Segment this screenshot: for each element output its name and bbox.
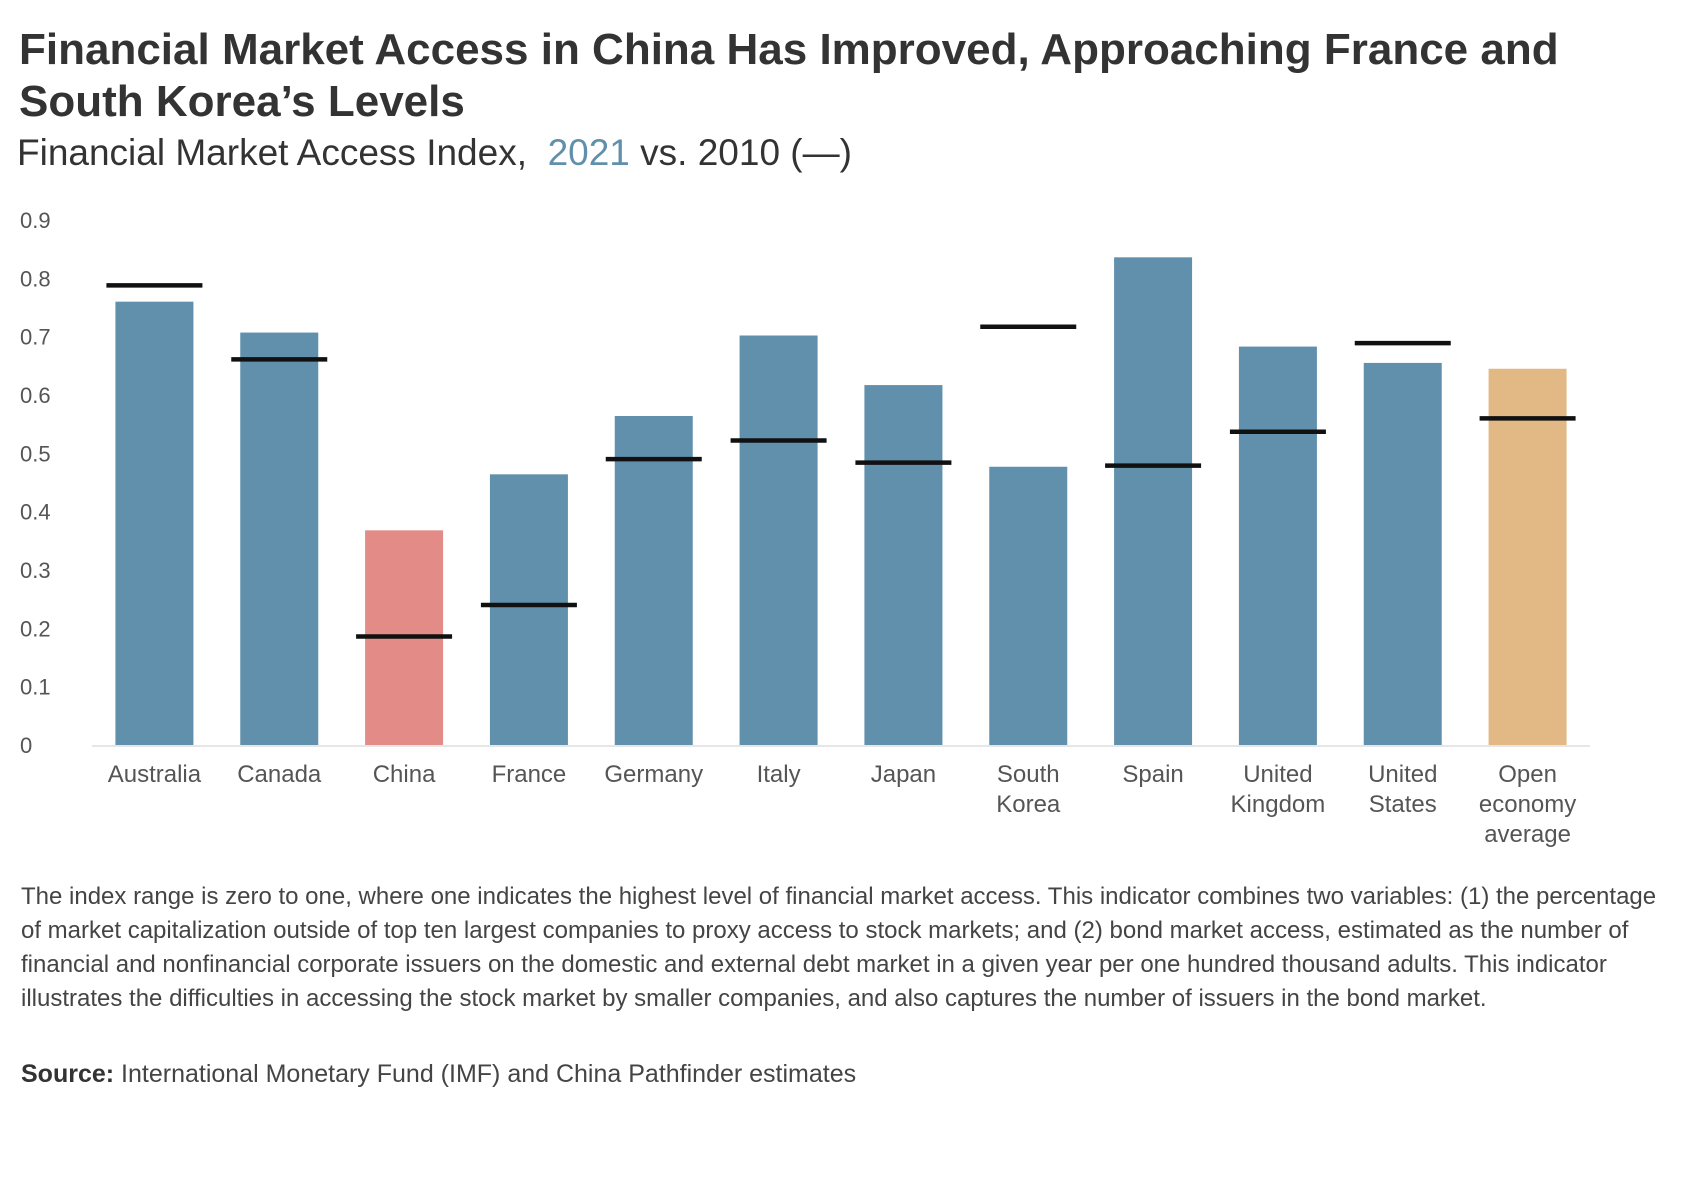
bar-2021-south-korea: [989, 466, 1068, 745]
x-label-japan: Japan: [871, 761, 936, 788]
y-tick-label: 0.1: [20, 675, 51, 700]
x-axis-labels: Australia Canada China France Germany Italy Ja…: [108, 761, 1577, 848]
bar-2021-germany: [614, 416, 693, 745]
bar-chart: 0 0.1 0.2 0.3 0.4 0.5 0.6 0.7 0.8 0.9 Australia Ca…: [20, 208, 1590, 848]
y-tick-label: 0.8: [20, 266, 51, 291]
x-label-united-kingdom: United Kingdom: [1231, 761, 1326, 818]
subtitle-prefix: Financial Market Access Index,: [17, 132, 527, 173]
y-tick-label: 0.5: [20, 441, 51, 466]
x-label-south-korea: South Korea: [996, 761, 1061, 818]
bar-2021-canada: [240, 332, 319, 745]
x-label-australia: Australia: [108, 761, 202, 788]
x-label-china: China: [373, 761, 436, 788]
y-tick-label: 0.6: [20, 383, 51, 408]
bar-2021-italy: [739, 335, 818, 745]
x-label-open-economy-average: Open economy average: [1479, 761, 1576, 848]
chart-note: The index range is zero to one, where on…: [21, 883, 1657, 1012]
subtitle-suffix: vs. 2010 (—): [640, 132, 852, 173]
y-tick-label: 0.9: [20, 208, 51, 233]
bar-2021-australia: [115, 301, 194, 745]
x-label-italy: Italy: [757, 761, 801, 788]
x-label-germany: Germany: [604, 761, 703, 788]
chart-title: Financial Market Access in China Has Imp…: [19, 25, 1559, 126]
bar-2021-open-economy-average: [1488, 368, 1567, 745]
y-tick-label: 0: [20, 733, 32, 758]
bars-2021: [115, 257, 1567, 745]
x-label-france: France: [492, 761, 567, 788]
y-tick-label: 0.4: [20, 500, 51, 525]
x-label-canada: Canada: [237, 761, 322, 788]
bar-2021-united-kingdom: [1238, 346, 1317, 745]
source-text: International Monetary Fund (IMF) and Ch…: [121, 1060, 857, 1088]
y-tick-label: 0.7: [20, 325, 51, 350]
y-tick-label: 0.2: [20, 616, 51, 641]
bar-2021-spain: [1114, 257, 1193, 745]
x-label-united-states: United States: [1368, 761, 1437, 818]
bar-2021-france: [489, 474, 568, 745]
chart-source: Source: International Monetary Fund (IMF…: [21, 1060, 856, 1089]
bar-2021-united-states: [1363, 362, 1442, 745]
x-label-spain: Spain: [1122, 761, 1183, 788]
subtitle-year-2021: 2021: [547, 132, 630, 173]
markers-2010: [106, 283, 1576, 639]
chart-subtitle: Financial Market Access Index, 2021 vs. …: [17, 130, 852, 176]
source-label: Source:: [21, 1060, 115, 1088]
y-axis-ticks: 0 0.1 0.2 0.3 0.4 0.5 0.6 0.7 0.8 0.9: [20, 208, 51, 758]
bar-2021-japan: [864, 385, 943, 745]
y-tick-label: 0.3: [20, 558, 51, 583]
